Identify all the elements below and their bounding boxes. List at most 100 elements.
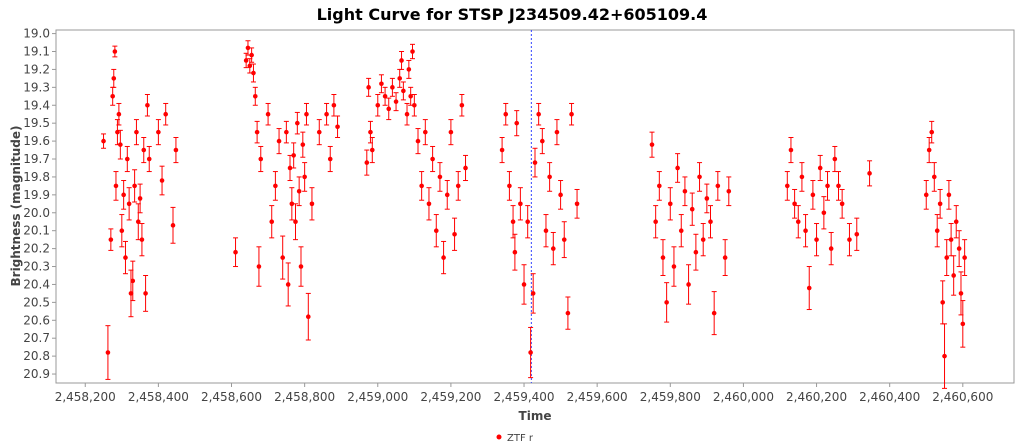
data-point <box>452 217 458 251</box>
point-marker <box>105 350 111 355</box>
data-point <box>254 120 260 144</box>
point-marker <box>245 45 251 51</box>
point-marker <box>532 160 538 165</box>
point-marker <box>540 138 545 144</box>
point-marker <box>146 156 152 162</box>
point-marker <box>163 111 168 117</box>
point-marker <box>256 264 262 269</box>
point-marker <box>682 188 688 194</box>
data-point <box>539 128 545 155</box>
data-point <box>678 214 684 248</box>
data-point <box>369 137 375 164</box>
data-point <box>653 205 659 239</box>
point-marker <box>715 183 721 189</box>
point-marker <box>814 237 819 242</box>
x-tick-label: 2,458,600 <box>201 390 262 404</box>
data-point <box>126 187 132 221</box>
data-point <box>512 233 518 271</box>
data-point <box>953 205 959 239</box>
point-marker <box>369 147 375 153</box>
point-marker <box>828 246 834 251</box>
data-point <box>951 255 957 296</box>
data-point <box>817 154 823 182</box>
y-tick-label: 19.4 <box>23 98 50 112</box>
point-marker <box>441 255 446 260</box>
data-point <box>664 282 670 323</box>
data-point <box>846 223 852 257</box>
y-tick-label: 19.8 <box>23 170 50 184</box>
data-point <box>803 214 809 248</box>
point-marker <box>134 129 139 135</box>
x-tick-label: 2,460,400 <box>859 390 920 404</box>
data-point <box>832 145 838 173</box>
data-point <box>828 231 834 266</box>
point-marker <box>110 93 115 99</box>
data-point <box>252 86 258 106</box>
point-marker <box>521 282 527 287</box>
data-point <box>521 264 527 305</box>
data-point <box>430 145 436 173</box>
data-point <box>101 133 107 149</box>
point-marker <box>285 282 291 287</box>
point-marker <box>792 201 797 207</box>
point-marker <box>331 102 337 108</box>
point-marker <box>101 138 106 144</box>
x-tick-label: 2,459,400 <box>493 390 554 404</box>
x-tick-label: 2,458,400 <box>128 390 189 404</box>
y-tick-label: 19.6 <box>23 134 50 148</box>
data-point <box>525 205 531 239</box>
point-marker <box>536 111 541 117</box>
data-point <box>305 292 311 341</box>
y-tick-label: 20.2 <box>23 242 50 256</box>
data-point <box>550 231 556 266</box>
point-marker <box>574 201 580 207</box>
point-marker <box>410 49 415 54</box>
data-point <box>146 145 152 173</box>
point-marker <box>412 102 417 108</box>
point-marker <box>364 160 370 165</box>
data-point <box>722 239 728 276</box>
data-point <box>163 102 169 126</box>
data-point <box>124 145 130 173</box>
point-marker <box>550 246 556 251</box>
point-marker <box>287 165 293 171</box>
point-marker <box>379 81 384 87</box>
point-marker <box>327 156 333 162</box>
point-marker <box>393 99 399 104</box>
point-marker <box>463 165 468 171</box>
point-marker <box>111 76 117 81</box>
data-point <box>558 180 564 210</box>
point-marker <box>507 183 512 189</box>
data-point <box>121 180 127 210</box>
point-marker <box>309 201 315 207</box>
data-point <box>937 188 943 219</box>
data-point <box>309 187 315 221</box>
data-point <box>132 169 138 203</box>
data-point <box>704 183 710 214</box>
point-marker <box>847 237 852 242</box>
point-marker <box>940 300 945 305</box>
point-marker <box>251 70 256 76</box>
data-point <box>283 120 289 144</box>
data-point <box>825 171 831 201</box>
point-marker <box>704 196 710 201</box>
data-point <box>404 102 410 126</box>
data-point <box>693 233 699 271</box>
point-marker <box>962 255 967 260</box>
point-marker <box>173 147 179 153</box>
point-marker <box>125 156 130 162</box>
data-point <box>503 102 509 126</box>
point-marker <box>942 353 947 359</box>
data-point <box>784 171 790 201</box>
data-point <box>422 119 428 146</box>
data-point <box>528 326 534 379</box>
point-marker <box>108 237 114 242</box>
data-point <box>130 260 136 302</box>
data-point <box>565 296 571 330</box>
point-marker <box>867 171 872 176</box>
point-marker <box>660 255 666 260</box>
point-marker <box>832 156 838 162</box>
data-point <box>291 142 297 169</box>
point-marker <box>390 85 395 90</box>
